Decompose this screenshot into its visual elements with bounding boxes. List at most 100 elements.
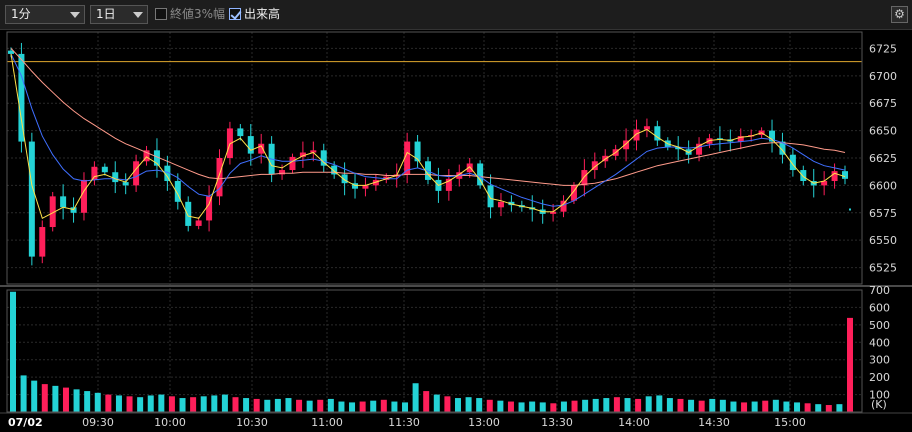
candle-body [195,220,202,226]
volume-bar [613,397,620,412]
candle-body [153,150,160,166]
period-select-value: 1日 [96,7,116,21]
interval-select[interactable]: 1分 [5,5,85,24]
volume-bar [486,399,493,412]
candle-body [466,163,473,173]
volume-bar [317,399,324,412]
price-tick-label: 6700 [869,70,897,83]
volume-bar [327,398,334,412]
candle-body [237,128,244,137]
candle-body [143,150,150,162]
volume-bar [147,395,154,412]
candle-body [289,156,296,171]
volume-bar [232,397,239,412]
interval-select-value: 1分 [11,7,31,21]
last-price-marker [849,208,851,211]
volume-bar [296,399,303,412]
close-3pct-label: 終値3%幅 [170,7,226,21]
volume-bar [179,398,186,412]
candle-body [769,130,776,142]
candle-body [80,179,87,213]
candle-body [91,166,98,180]
volume-bar [433,394,440,412]
candle-body [675,147,682,150]
volume-bar [677,398,684,412]
candle-body [591,161,598,171]
chart-grid [7,32,862,412]
close-3pct-checkbox[interactable] [155,8,167,20]
date-label: 07/02 [8,416,43,429]
candle-body [8,50,14,54]
price-tick-label: 6675 [869,97,897,110]
volume-bar [31,380,38,412]
volume-bar [772,399,779,412]
time-tick-label: 11:30 [388,416,420,429]
candle-body [185,201,192,226]
volume-panel-frame [6,289,863,413]
volume-bar [497,400,504,412]
volume-bar [582,399,589,412]
volume-bar [783,401,790,412]
candle-body [508,201,515,206]
candle-body [216,158,223,197]
price-tick-label: 6575 [869,207,897,220]
volume-label: 出来高 [244,7,281,21]
price-tick-label: 6550 [869,234,897,247]
volume-bar [168,396,175,412]
volume-bar [836,404,843,412]
volume-bar [338,401,345,412]
candle-body [299,152,306,157]
settings-button[interactable]: ⚙ [891,6,908,23]
candle-body [800,170,807,182]
ma-short-line [10,53,846,220]
volume-checkbox[interactable] [229,8,241,20]
candle-body [383,176,390,180]
volume-bar [847,317,853,412]
volume-bar [349,402,356,412]
volume-bar [221,394,228,412]
volume-bar [73,389,80,412]
stock-chart: 6525 6550 6575 6600 6625 6650 6675 6700 6725 100 2… [0,31,912,429]
candle-body [372,179,379,186]
volume-bar [402,402,409,412]
candle-body [477,163,484,186]
time-tick-label: 10:00 [154,416,186,429]
volume-bar [137,397,144,412]
volume-bar [794,402,801,412]
volume-bar [656,395,663,412]
volume-panel [10,291,853,412]
price-tick-label: 6525 [869,262,897,275]
candle-body [258,143,265,154]
candle-body [654,126,661,141]
time-tick-label: 15:00 [774,416,806,429]
time-tick-label: 11:00 [311,416,343,429]
volume-bar [10,291,16,412]
volume-bar [698,400,705,412]
volume-bar [359,401,366,412]
candle-body [570,185,577,201]
ma-mid-line [10,53,846,207]
candle-body [226,128,233,158]
candle-body [404,141,411,175]
volume-bar [709,398,716,412]
candle-body [581,170,588,186]
volume-bar [762,400,769,412]
volume-bar [719,399,726,412]
volume-bar [423,391,430,412]
volume-bar [20,375,27,412]
volume-bar [274,398,281,412]
price-panel-frame [6,31,863,285]
volume-bar [444,396,451,412]
volume-bar [825,405,832,412]
volume-bar [391,401,398,412]
volume-bar [465,397,472,412]
volume-bar [624,398,631,412]
volume-tick-label: 600 [869,301,890,314]
period-select[interactable]: 1日 [90,5,148,24]
volume-bar [571,400,578,412]
chevron-down-icon [133,12,143,18]
price-tick-label: 6650 [869,125,897,138]
volume-bar [41,384,48,412]
candle-body [414,141,421,162]
candle-body [352,183,359,189]
